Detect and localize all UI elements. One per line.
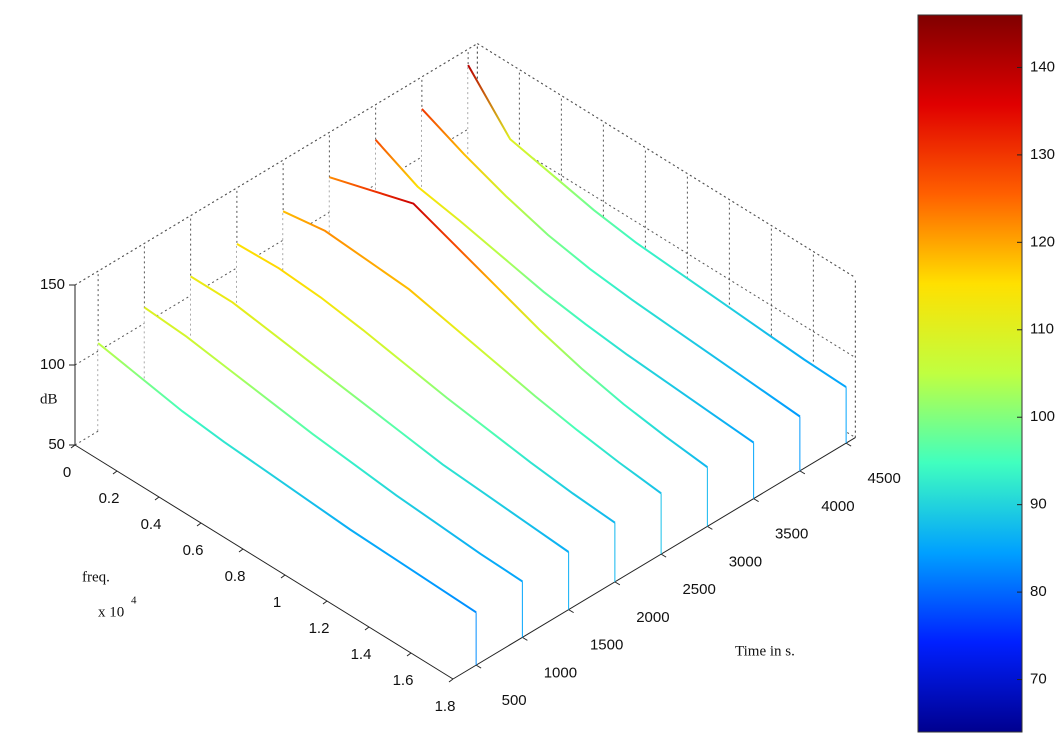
y-tick xyxy=(753,498,759,503)
y-tick-label: 2000 xyxy=(636,609,669,626)
x-tick xyxy=(364,626,370,631)
x-tick xyxy=(70,444,76,449)
y-tick-label: 1000 xyxy=(544,664,577,681)
z-tick-label: 50 xyxy=(48,436,65,453)
x-tick-label: 1.6 xyxy=(393,672,414,689)
z-tick-label: 150 xyxy=(40,276,65,293)
y-tick xyxy=(568,609,574,614)
colorbar-tick-label: 100 xyxy=(1030,408,1055,425)
spectrum-line xyxy=(97,342,477,614)
x-multiplier: x 10 xyxy=(98,604,124,620)
grid-line xyxy=(477,123,856,359)
y-tick-label: 2500 xyxy=(682,581,715,598)
curtain xyxy=(468,65,847,444)
x-tick-label: 0.2 xyxy=(99,490,120,507)
y-tick xyxy=(660,553,667,558)
spectrum-line xyxy=(421,108,801,418)
x-exponent: 4 xyxy=(131,595,137,607)
x-tick xyxy=(322,600,328,605)
y-tick xyxy=(614,581,621,586)
spectrum-line xyxy=(282,210,662,495)
x-tick-label: 0.8 xyxy=(225,568,246,585)
spectrum-line xyxy=(467,64,847,388)
curtain xyxy=(98,343,477,666)
x-tick xyxy=(196,522,202,527)
spectrum-line xyxy=(236,243,616,524)
x-tick-label: 0.4 xyxy=(141,516,162,533)
spectrum-line xyxy=(190,275,570,553)
x-tick xyxy=(112,470,118,475)
y-tick xyxy=(475,664,482,669)
y-tick xyxy=(707,525,713,530)
y-tick-label: 500 xyxy=(502,692,527,709)
x-tick xyxy=(406,652,412,657)
x-tick-label: 1.8 xyxy=(435,698,456,715)
z-axis-label: dB xyxy=(40,391,58,407)
x-tick xyxy=(280,574,286,579)
y-tick-label: 4000 xyxy=(821,498,854,515)
curtain xyxy=(421,108,800,471)
spectrum-line xyxy=(143,306,523,583)
colorbar-tick-label: 70 xyxy=(1030,671,1047,688)
y-tick-label: 3000 xyxy=(729,553,762,570)
x-tick xyxy=(154,496,160,501)
colorbar-tick-label: 140 xyxy=(1030,58,1055,75)
y-axis-label: Time in s. xyxy=(735,643,795,659)
colorbar xyxy=(917,14,1023,733)
x-tick-label: 0.6 xyxy=(183,542,204,559)
y-tick-label: 1500 xyxy=(590,637,623,654)
colorbar-tick-label: 130 xyxy=(1030,146,1055,163)
y-tick xyxy=(522,636,528,641)
y-tick-label: 4500 xyxy=(867,470,900,487)
x-tick-label: 1.4 xyxy=(351,646,372,663)
spectrum-line xyxy=(329,176,708,469)
y-axis xyxy=(452,437,856,680)
x-tick xyxy=(448,678,454,683)
curtain xyxy=(236,243,615,582)
colorbar-tick-label: 110 xyxy=(1030,321,1054,338)
colorbar-tick-label: 80 xyxy=(1030,583,1047,600)
y-tick-label: 3500 xyxy=(775,526,808,543)
x-axis xyxy=(74,444,454,680)
x-tick-label: 1.2 xyxy=(309,620,330,637)
x-axis-label: freq. xyxy=(82,569,110,585)
y-tick xyxy=(845,442,852,447)
colorbar-tick-label: 90 xyxy=(1030,496,1047,513)
grid-line xyxy=(477,43,856,279)
grid-line xyxy=(74,123,478,366)
curtain xyxy=(190,276,569,610)
x-tick-label: 0 xyxy=(63,464,71,481)
curtain xyxy=(283,211,662,555)
x-tick xyxy=(238,548,244,553)
spectrum-line xyxy=(374,139,755,444)
colorbar-tick-label: 120 xyxy=(1030,233,1055,250)
grid-line xyxy=(74,43,478,286)
curtain xyxy=(144,307,523,638)
z-tick-label: 100 xyxy=(40,356,65,373)
x-tick-label: 1 xyxy=(273,594,281,611)
curtain xyxy=(375,139,754,499)
y-tick xyxy=(799,470,806,475)
curtain xyxy=(329,177,708,527)
